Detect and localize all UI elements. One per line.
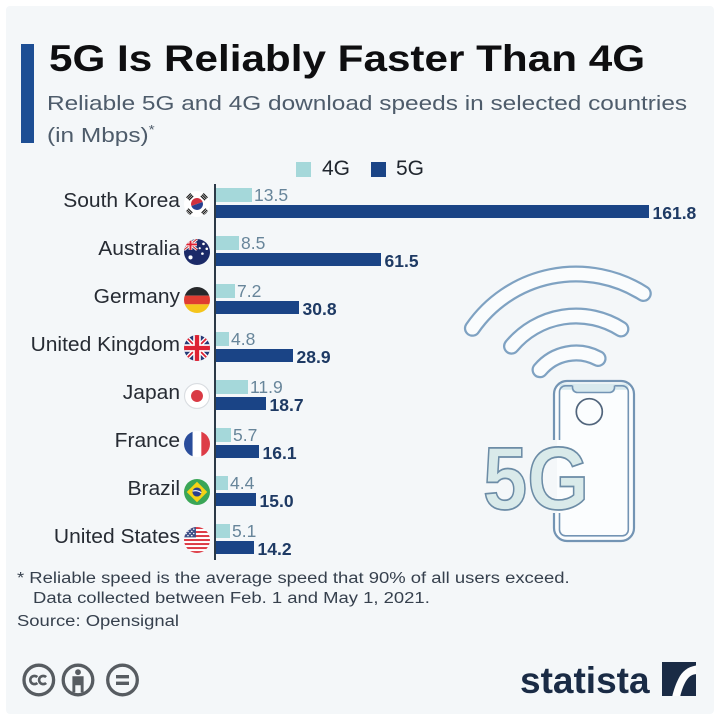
svg-text:5G: 5G: [483, 428, 589, 528]
